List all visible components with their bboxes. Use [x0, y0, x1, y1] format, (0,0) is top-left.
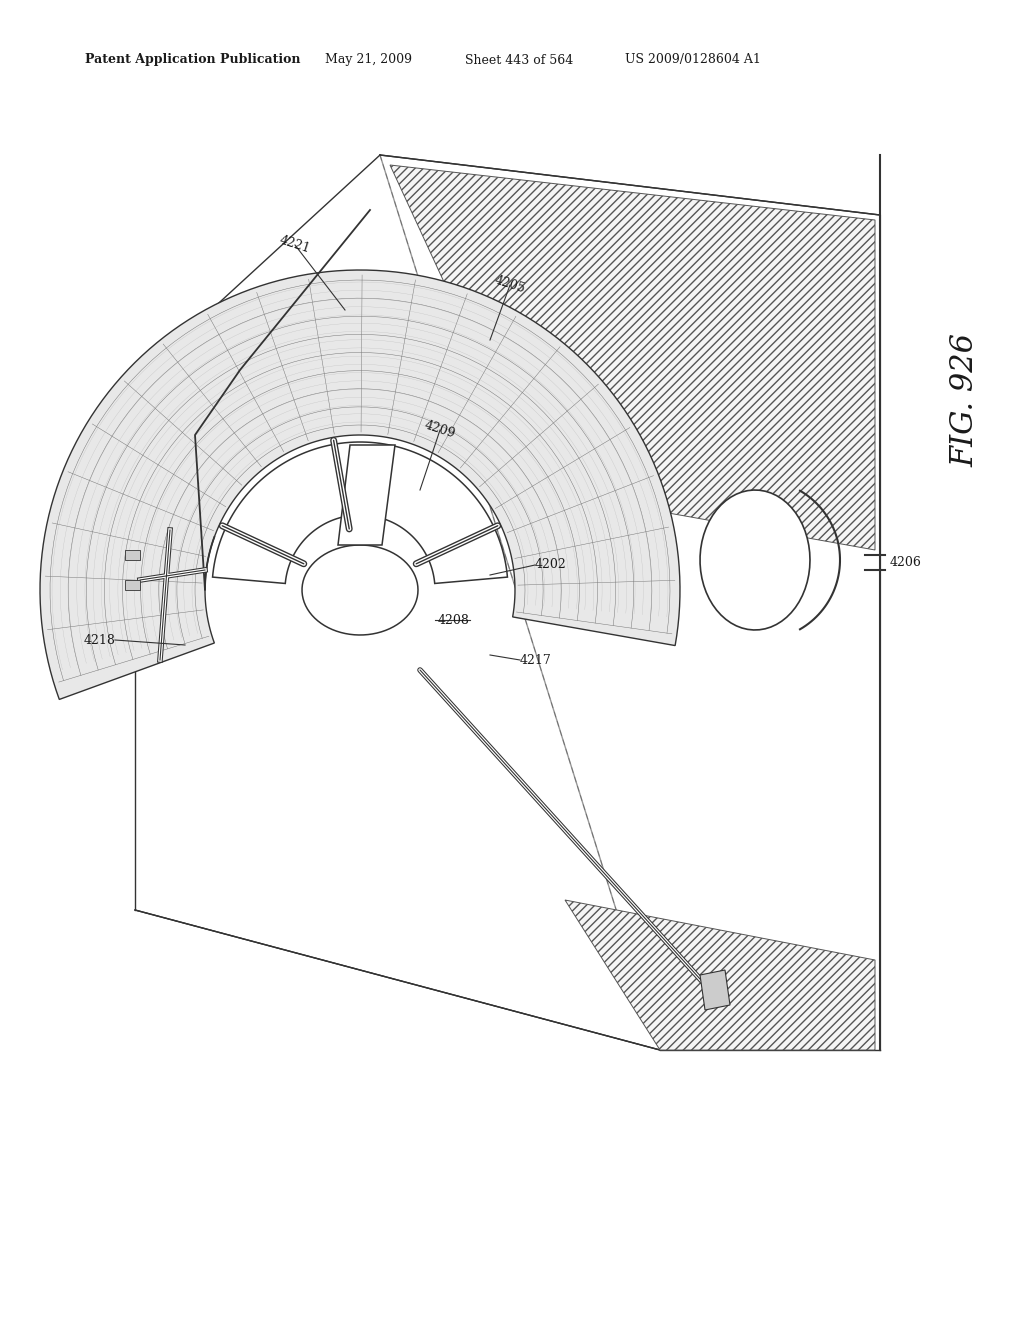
Polygon shape: [40, 271, 680, 700]
Text: Patent Application Publication: Patent Application Publication: [85, 54, 300, 66]
Polygon shape: [302, 545, 418, 635]
Text: May 21, 2009: May 21, 2009: [325, 54, 412, 66]
Text: 4209: 4209: [423, 418, 457, 441]
Text: 4208: 4208: [438, 614, 470, 627]
Text: Sheet 443 of 564: Sheet 443 of 564: [465, 54, 573, 66]
Text: 4206: 4206: [890, 556, 922, 569]
Text: US 2009/0128604 A1: US 2009/0128604 A1: [625, 54, 761, 66]
Polygon shape: [700, 490, 810, 630]
Polygon shape: [125, 579, 140, 590]
Text: 4221: 4221: [278, 234, 312, 256]
Text: 4202: 4202: [535, 558, 566, 572]
Text: FIG. 926: FIG. 926: [949, 333, 981, 467]
Polygon shape: [565, 900, 874, 1049]
Polygon shape: [213, 442, 508, 583]
Polygon shape: [390, 165, 874, 550]
Text: 4205: 4205: [493, 275, 527, 296]
Polygon shape: [700, 970, 730, 1010]
Text: 4218: 4218: [83, 634, 115, 647]
Text: 4217: 4217: [520, 653, 552, 667]
Polygon shape: [125, 550, 140, 560]
Polygon shape: [338, 445, 395, 545]
